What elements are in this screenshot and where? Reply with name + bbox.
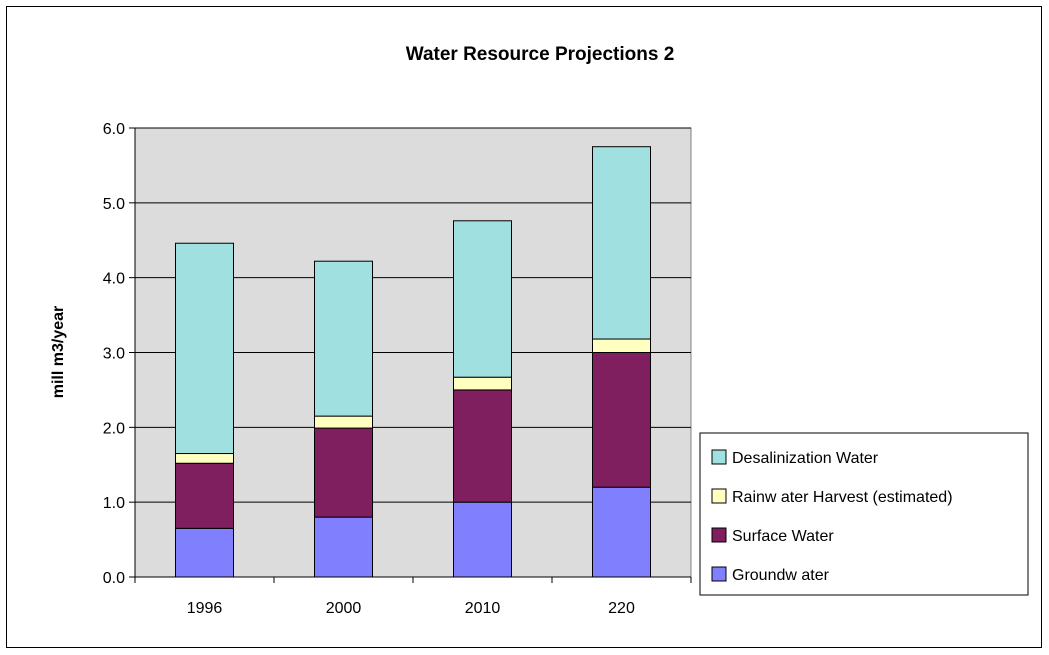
bars [175,146,651,578]
bar-groundwater-1996 [175,527,234,578]
chart-svg: Water Resource Projections 2 0.0 1.0 2.0 3.… [50,44,1029,617]
legend: Desalinization Water Rainw ater Harvest (… [699,432,1029,596]
bar-desalinization-water-2010 [453,220,512,378]
legend-box [699,432,1029,596]
legend-label-rainwater-harvest-estimated: Rainw ater Harvest (estimated) [732,489,953,506]
y-tick-label: 2.0 [103,420,125,437]
bar-rainwater-harvest-estimated-2000 [314,415,373,429]
y-tick-label: 4.0 [103,271,125,288]
bar-rainwater-harvest-estimated-1996 [175,453,234,464]
y-tick-label: 6.0 [103,121,125,138]
x-tick-label: 2000 [326,600,362,617]
bar-groundwater-220 [592,486,651,578]
chart-title: Water Resource Projections 2 [406,44,675,65]
y-tick-label: 0.0 [103,570,125,587]
legend-swatch-groundwater [711,566,727,582]
y-tick-label: 5.0 [103,196,125,213]
bar-surface-water-1996 [175,462,234,529]
bar-groundwater-2000 [314,516,373,578]
legend-swatch-rainwater-harvest-estimated [711,488,727,504]
legend-label-groundwater: Groundw ater [732,567,830,584]
bar-desalinization-water-1996 [175,242,234,455]
legend-label-desalinization-water: Desalinization Water [732,450,879,467]
bar-rainwater-harvest-estimated-2010 [453,376,512,391]
bar-desalinization-water-220 [592,146,651,340]
y-tick-label: 3.0 [103,346,125,363]
y-tick-label: 1.0 [103,495,125,512]
chart-frame: Water Resource Projections 2 0.0 1.0 2.0 3.… [6,6,1042,648]
bar-desalinization-water-2000 [314,260,373,417]
legend-label-surface-water: Surface Water [732,528,834,545]
bar-surface-water-2010 [453,389,512,503]
x-tick-label: 2010 [465,600,501,617]
bar-surface-water-2000 [314,427,373,518]
legend-swatch-desalinization-water [711,449,727,465]
bar-rainwater-harvest-estimated-220 [592,338,651,353]
bar-groundwater-2010 [453,501,512,578]
x-tick-label: 220 [608,600,635,617]
axes: 0.0 1.0 2.0 3.0 4.0 5.0 6.0 1996 2000 2010 220 [103,121,692,617]
y-axis-label: mill m3/year [50,306,67,399]
x-tick-label: 1996 [187,600,223,617]
bar-surface-water-220 [592,352,651,488]
legend-swatch-surface-water [711,527,727,543]
